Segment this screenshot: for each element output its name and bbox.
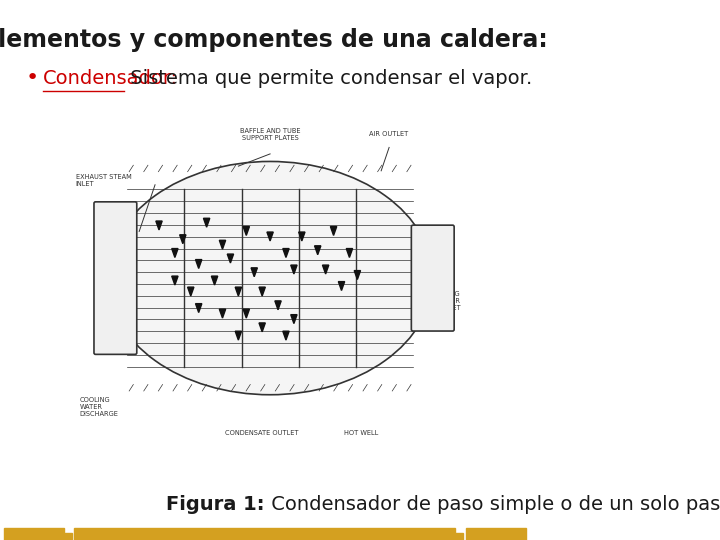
- Text: Condensador de paso simple o de un solo paso.: Condensador de paso simple o de un solo …: [265, 495, 720, 515]
- Text: Elementos y componentes de una caldera:: Elementos y componentes de una caldera:: [0, 29, 548, 52]
- Polygon shape: [291, 315, 297, 323]
- Polygon shape: [196, 260, 202, 268]
- Text: CONDENSATE OUTLET: CONDENSATE OUTLET: [225, 429, 299, 436]
- Polygon shape: [204, 218, 210, 227]
- Polygon shape: [172, 276, 178, 285]
- Polygon shape: [338, 282, 345, 291]
- Polygon shape: [156, 221, 162, 230]
- Text: HOT WELL: HOT WELL: [344, 429, 379, 436]
- Bar: [4, 528, 64, 540]
- FancyBboxPatch shape: [94, 202, 137, 354]
- Polygon shape: [299, 232, 305, 241]
- Polygon shape: [180, 235, 186, 244]
- Polygon shape: [330, 227, 337, 235]
- Polygon shape: [172, 248, 178, 258]
- Polygon shape: [283, 248, 289, 258]
- Bar: [466, 528, 526, 540]
- Polygon shape: [283, 331, 289, 340]
- Text: EXHAUST STEAM
INLET: EXHAUST STEAM INLET: [76, 174, 132, 187]
- Text: BAFFLE AND TUBE
SUPPORT PLATES: BAFFLE AND TUBE SUPPORT PLATES: [240, 128, 300, 141]
- Polygon shape: [196, 303, 202, 313]
- Text: COOLING
WATER
DISCHARGE: COOLING WATER DISCHARGE: [80, 396, 119, 417]
- Bar: [72, 122, 469, 446]
- Ellipse shape: [107, 161, 433, 395]
- Text: •: •: [26, 68, 39, 89]
- Polygon shape: [228, 254, 233, 263]
- Text: Sistema que permite condensar el vapor.: Sistema que permite condensar el vapor.: [124, 69, 532, 88]
- Polygon shape: [220, 309, 225, 318]
- Bar: [64, 534, 72, 540]
- Polygon shape: [315, 246, 321, 255]
- Polygon shape: [259, 323, 265, 332]
- Polygon shape: [323, 265, 329, 274]
- Polygon shape: [243, 227, 249, 235]
- Polygon shape: [275, 301, 282, 310]
- Bar: [74, 528, 456, 540]
- Polygon shape: [220, 240, 225, 249]
- Polygon shape: [267, 232, 274, 241]
- Polygon shape: [235, 287, 241, 296]
- Polygon shape: [188, 287, 194, 296]
- Text: Figura 1:: Figura 1:: [166, 495, 265, 515]
- Polygon shape: [346, 248, 353, 258]
- Polygon shape: [243, 309, 249, 318]
- Bar: [456, 534, 463, 540]
- Text: Condensador:: Condensador:: [43, 69, 178, 88]
- Polygon shape: [259, 287, 265, 296]
- Polygon shape: [251, 268, 257, 276]
- Text: COOLING
WATER
INLET: COOLING WATER INLET: [430, 292, 461, 312]
- Polygon shape: [291, 265, 297, 274]
- Polygon shape: [354, 271, 361, 280]
- FancyBboxPatch shape: [411, 225, 454, 331]
- Polygon shape: [212, 276, 217, 285]
- Polygon shape: [235, 331, 241, 340]
- Text: AIR OUTLET: AIR OUTLET: [369, 131, 409, 138]
